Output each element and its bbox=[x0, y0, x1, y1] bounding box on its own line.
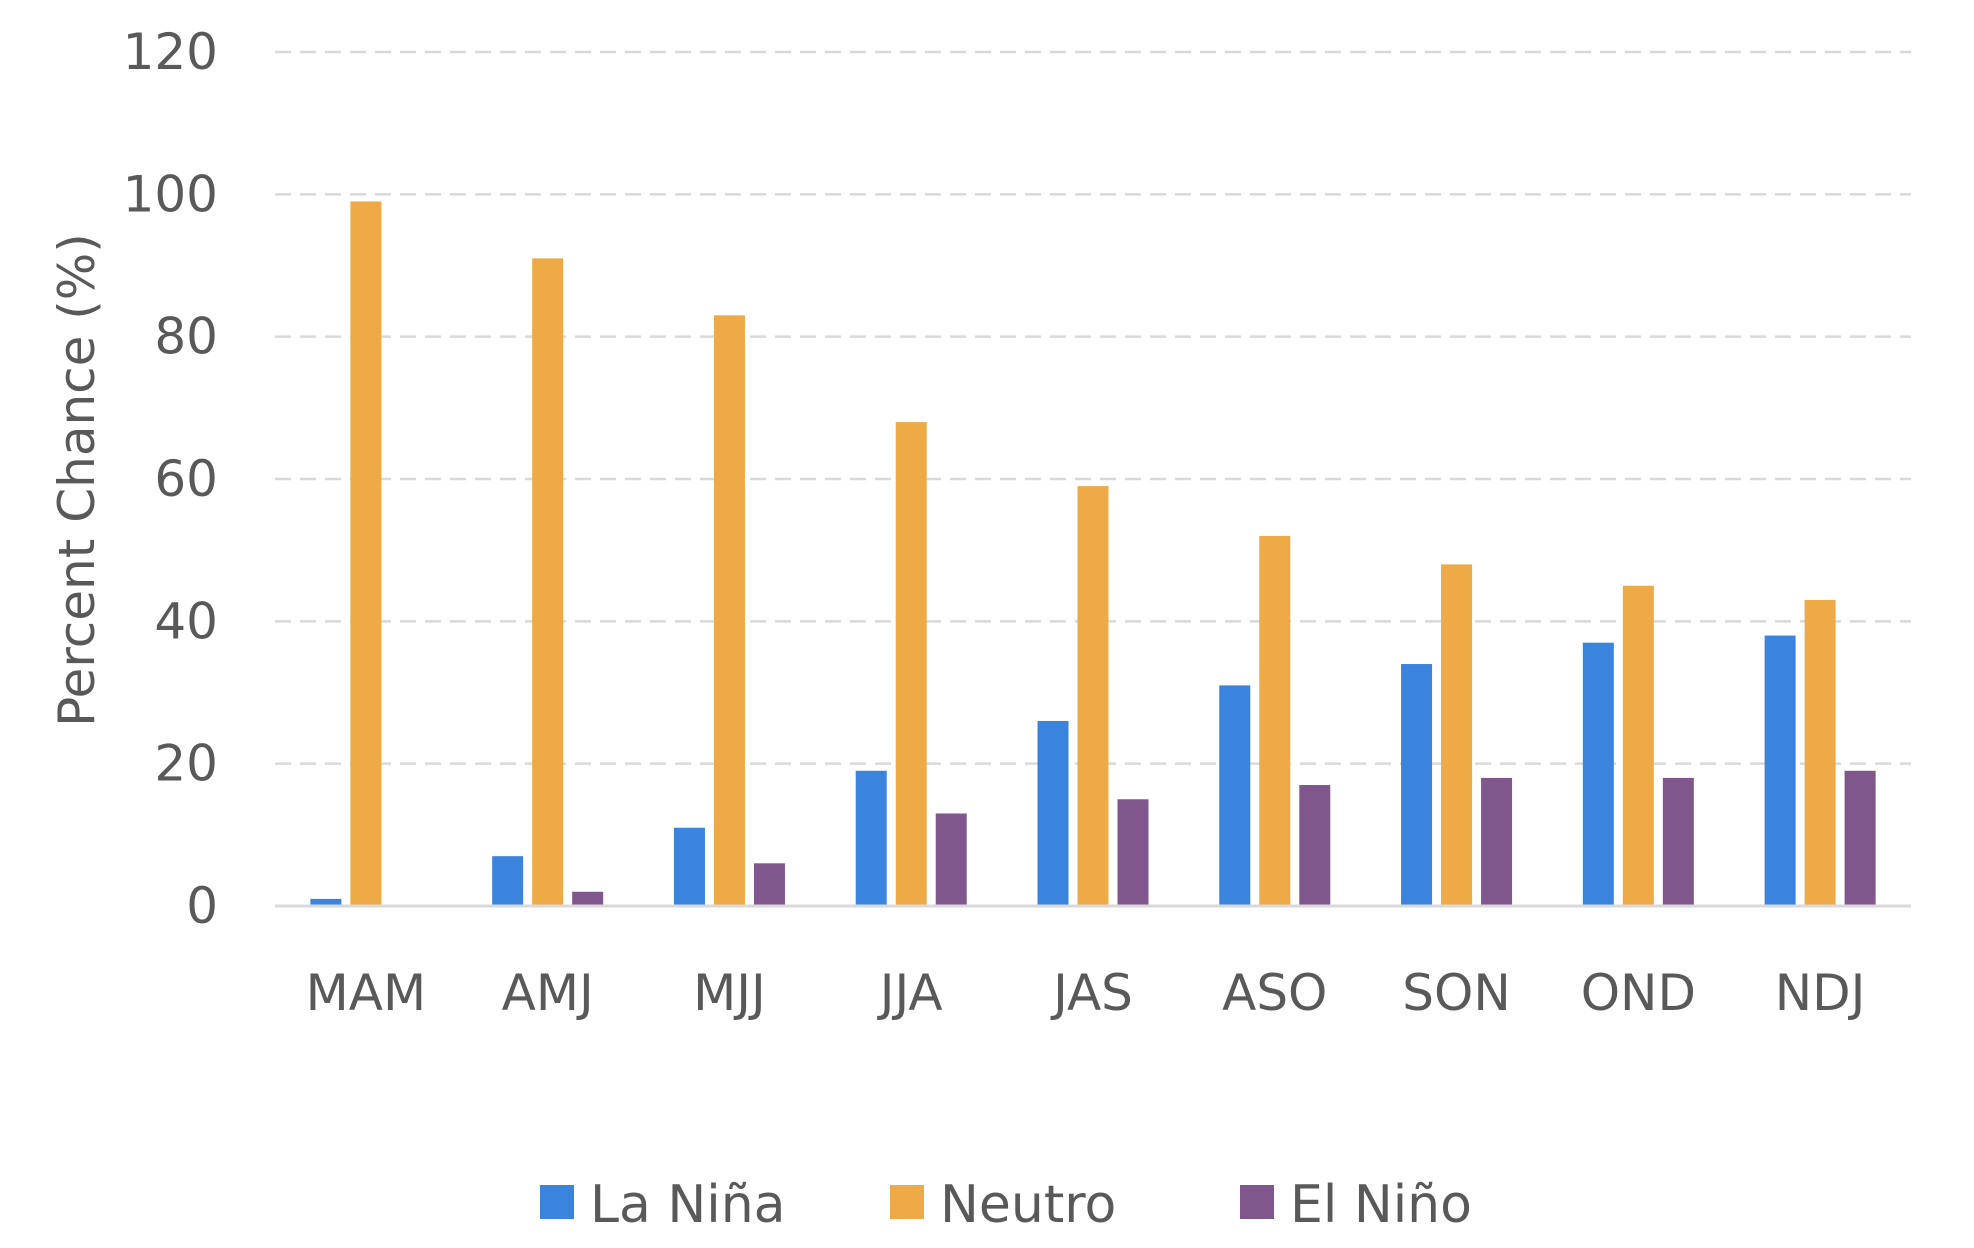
bar-neutro-ndj bbox=[1804, 599, 1836, 906]
x-axis-category-labels: MAM AMJ MJJ JJA JAS ASO SON OND NDJ bbox=[306, 964, 1866, 1022]
bar-la-ni-a-mjj bbox=[673, 827, 705, 906]
bar-el-ni-o-jas bbox=[1117, 799, 1149, 906]
bar-el-ni-o-mjj bbox=[753, 863, 785, 906]
y-tick-label: 100 bbox=[123, 165, 218, 223]
bar-la-ni-a-aso bbox=[1219, 685, 1251, 906]
bar-neutro-jas bbox=[1077, 486, 1109, 906]
y-tick-label: 120 bbox=[123, 23, 218, 81]
x-category-label: AMJ bbox=[502, 964, 594, 1022]
bar-la-ni-a-son bbox=[1401, 664, 1433, 906]
x-category-label: ASO bbox=[1222, 964, 1327, 1022]
legend-swatch-la-ni-a bbox=[540, 1185, 574, 1219]
bar-la-ni-a-jas bbox=[1037, 720, 1069, 906]
bar-neutro-son bbox=[1441, 564, 1473, 906]
x-category-label: MJJ bbox=[693, 964, 766, 1022]
x-category-label: JJA bbox=[877, 964, 943, 1022]
y-tick-label: 60 bbox=[154, 450, 218, 508]
bar-la-ni-a-amj bbox=[492, 856, 524, 906]
legend-label: El Niño bbox=[1290, 1175, 1472, 1235]
legend-swatch-neutro bbox=[890, 1185, 924, 1219]
bar-neutro-mam bbox=[350, 201, 382, 906]
legend-label: Neutro bbox=[940, 1175, 1116, 1235]
bar-neutro-jja bbox=[895, 422, 927, 906]
bar-el-ni-o-ndj bbox=[1844, 770, 1876, 906]
legend: La Niña Neutro El Niño bbox=[540, 1175, 1472, 1235]
y-tick-label: 20 bbox=[154, 735, 218, 793]
bar-neutro-mjj bbox=[713, 315, 745, 907]
bar-el-ni-o-jja bbox=[935, 813, 967, 906]
y-axis-title: Percent Chance (%) bbox=[48, 233, 106, 727]
x-category-label: JAS bbox=[1050, 964, 1133, 1022]
x-category-label: SON bbox=[1402, 964, 1511, 1022]
y-axis-tick-labels: 0 20 40 60 80 100 120 bbox=[123, 23, 218, 935]
bar-la-ni-a-mam bbox=[310, 898, 342, 906]
y-tick-label: 0 bbox=[186, 877, 218, 935]
bar-la-ni-a-ndj bbox=[1764, 635, 1796, 906]
x-category-label: NDJ bbox=[1775, 964, 1866, 1022]
bar-neutro-aso bbox=[1259, 535, 1291, 906]
bar-neutro-ond bbox=[1622, 585, 1654, 906]
bar-el-ni-o-son bbox=[1481, 777, 1513, 906]
y-tick-label: 40 bbox=[154, 592, 218, 650]
y-tick-label: 80 bbox=[154, 308, 218, 366]
bar-el-ni-o-ond bbox=[1662, 777, 1694, 906]
bar-el-ni-o-aso bbox=[1299, 785, 1331, 906]
bar-la-ni-a-ond bbox=[1582, 642, 1614, 906]
x-category-label: MAM bbox=[306, 964, 426, 1022]
bar-la-ni-a-jja bbox=[855, 770, 887, 906]
legend-swatch-el-ni-o bbox=[1240, 1185, 1274, 1219]
x-category-label: OND bbox=[1581, 964, 1696, 1022]
bar-el-ni-o-amj bbox=[572, 891, 604, 906]
bar-neutro-amj bbox=[532, 258, 564, 907]
bars bbox=[310, 201, 1876, 907]
legend-label: La Niña bbox=[590, 1175, 786, 1235]
